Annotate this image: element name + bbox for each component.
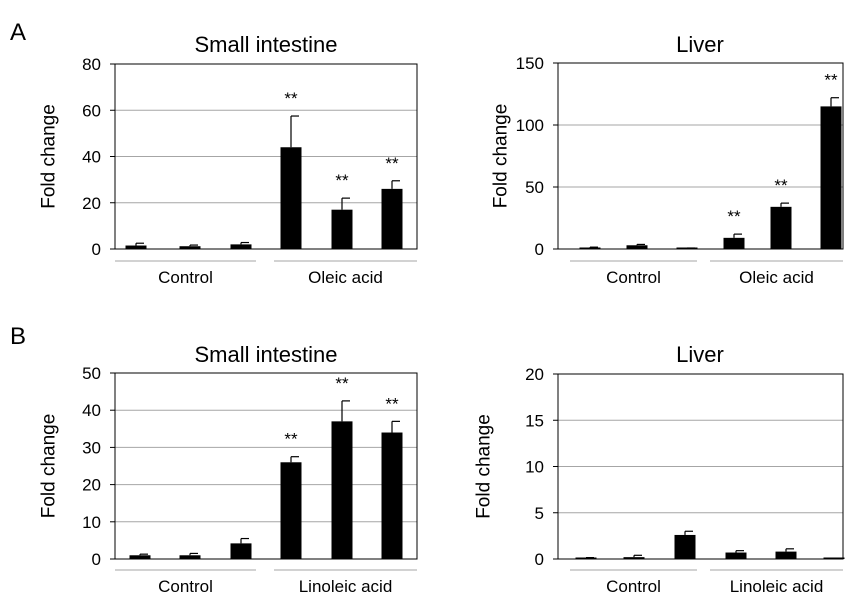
y-tick-label: 150 (516, 54, 544, 73)
y-tick-label: 15 (525, 411, 544, 430)
bar (331, 421, 353, 559)
bar (331, 209, 353, 249)
panel-letter: B (10, 323, 26, 350)
y-tick-label: 40 (82, 401, 101, 420)
significance-label: ** (824, 71, 838, 90)
significance-label: ** (284, 89, 298, 108)
significance-label: ** (385, 154, 399, 173)
bar (179, 246, 201, 249)
bar (381, 188, 403, 249)
y-tick-label: 60 (82, 101, 101, 120)
panel-letter: A (10, 19, 26, 46)
significance-label: ** (335, 171, 349, 190)
y-axis-label: Fold change (39, 414, 60, 519)
chart-title: Liver (676, 342, 724, 367)
significance-label: ** (385, 394, 399, 413)
group-label: Linoleic acid (299, 577, 393, 595)
bar (820, 106, 842, 250)
y-axis-label: Fold change (474, 414, 495, 519)
significance-label: ** (727, 207, 741, 226)
y-axis-label: Fold change (39, 104, 60, 209)
significance-label: ** (284, 430, 298, 449)
chart-title: Liver (676, 32, 724, 57)
y-tick-label: 20 (525, 365, 544, 384)
y-tick-label: 80 (82, 55, 101, 74)
bar (775, 551, 797, 559)
bar (723, 237, 745, 249)
bar (230, 244, 252, 249)
y-tick-label: 50 (525, 178, 544, 197)
group-label: Control (158, 268, 213, 287)
bar (674, 534, 696, 559)
bar (623, 557, 645, 559)
y-tick-label: 20 (82, 476, 101, 495)
y-axis-label: Fold change (491, 104, 512, 209)
bar (626, 245, 648, 249)
y-tick-label: 20 (82, 194, 101, 213)
y-tick-label: 40 (82, 148, 101, 167)
chart-title: Small intestine (194, 342, 337, 367)
y-tick-label: 50 (82, 364, 101, 383)
bar (381, 432, 403, 559)
bar (125, 245, 147, 249)
y-tick-label: 0 (535, 550, 544, 569)
y-tick-label: 10 (82, 513, 101, 532)
bar (230, 543, 252, 559)
group-label: Control (606, 577, 661, 595)
group-label: Control (158, 577, 213, 595)
chart-title: Small intestine (194, 32, 337, 57)
group-label: Oleic acid (739, 268, 814, 287)
y-tick-label: 0 (92, 240, 101, 259)
plot-frame (114, 372, 418, 560)
bar (575, 557, 597, 559)
bar (280, 462, 302, 559)
bar (725, 552, 747, 559)
y-tick-label: 100 (516, 116, 544, 135)
bar (579, 247, 601, 249)
group-label: Linoleic acid (730, 577, 824, 595)
y-tick-label: 10 (525, 458, 544, 477)
bar (770, 206, 792, 249)
y-tick-label: 0 (535, 240, 544, 259)
group-label: Control (606, 268, 661, 287)
y-tick-label: 0 (92, 550, 101, 569)
y-tick-label: 30 (82, 438, 101, 457)
plot-frame (557, 62, 844, 250)
y-tick-label: 5 (535, 504, 544, 523)
group-label: Oleic acid (308, 268, 383, 287)
bar (179, 555, 201, 559)
significance-label: ** (774, 176, 788, 195)
significance-label: ** (335, 374, 349, 393)
bar (823, 557, 845, 559)
bar (129, 555, 151, 559)
bar (280, 147, 302, 249)
